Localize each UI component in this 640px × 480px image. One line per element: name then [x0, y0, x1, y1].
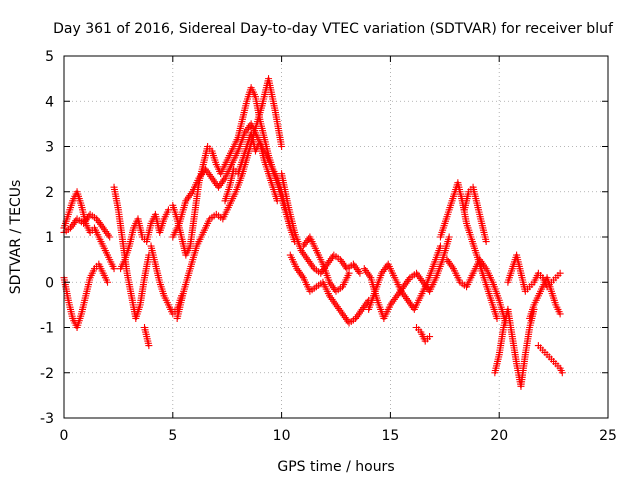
data-point	[426, 333, 434, 341]
y-tick-label: -3	[40, 411, 54, 427]
series-track-a	[60, 188, 118, 273]
y-tick-label: 1	[45, 230, 54, 246]
series-track-v	[504, 251, 564, 295]
series-track-m	[286, 251, 373, 327]
grid-lines	[64, 56, 608, 418]
series-track-n	[299, 233, 353, 295]
data-point	[436, 242, 444, 250]
y-tick-label: -2	[40, 366, 54, 382]
series-track-p	[365, 242, 444, 313]
series-track-o	[360, 233, 453, 322]
series-track-t	[460, 183, 490, 246]
series-track-x	[534, 342, 566, 377]
data-point	[104, 278, 112, 286]
y-axis-label: SDTVAR / TECUs	[8, 180, 24, 295]
data-point	[145, 342, 153, 350]
axis-ticks: 0 5 10 15 20 25 -3 -2 -1 0 1 2 3 4 5	[40, 49, 617, 444]
data-point	[493, 314, 501, 322]
data-point	[556, 310, 564, 318]
data-point	[558, 369, 566, 377]
series-track-f	[141, 324, 153, 350]
y-tick-label: 0	[45, 275, 54, 291]
x-tick-label: 5	[168, 428, 177, 444]
series-track-w	[526, 274, 564, 322]
data-point	[345, 269, 353, 277]
data-points	[60, 75, 566, 390]
y-tick-label: 4	[45, 94, 54, 110]
series-track-l	[278, 170, 364, 277]
data-point	[356, 269, 364, 277]
data-point	[482, 238, 490, 246]
y-tick-label: -1	[40, 321, 54, 337]
x-tick-label: 10	[273, 428, 291, 444]
data-point	[278, 143, 286, 150]
data-point	[106, 233, 114, 241]
series-track-q	[413, 324, 434, 345]
x-tick-label: 0	[60, 428, 69, 444]
series-track-u	[491, 305, 538, 390]
series-track-e	[117, 206, 172, 273]
series-track-b	[60, 210, 114, 241]
y-tick-label: 2	[45, 185, 54, 201]
x-axis-label: GPS time / hours	[277, 459, 394, 475]
x-tick-label: 20	[490, 428, 508, 444]
series-track-k	[221, 129, 281, 205]
data-point	[273, 197, 281, 205]
x-tick-label: 25	[599, 428, 617, 444]
y-tick-label: 3	[45, 140, 54, 156]
data-point	[445, 233, 453, 241]
chart-title: Day 361 of 2016, Sidereal Day-to-day VTE…	[53, 21, 614, 37]
x-tick-label: 15	[381, 428, 399, 444]
series-track-d	[110, 183, 153, 322]
data-point	[556, 269, 564, 277]
data-point	[110, 265, 118, 273]
y-tick-label: 5	[45, 49, 54, 65]
series-track-c	[60, 260, 112, 331]
